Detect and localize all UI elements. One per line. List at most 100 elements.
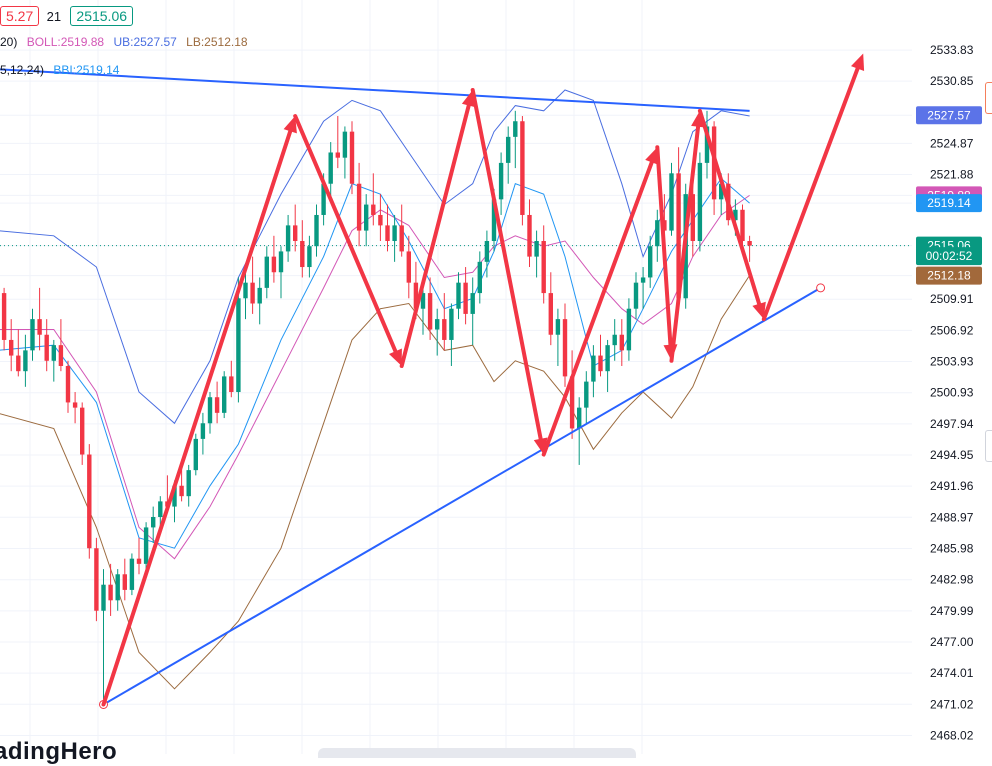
candle-body xyxy=(229,376,234,393)
price-axis-background xyxy=(912,0,992,754)
candle-body xyxy=(200,423,206,439)
candle-body xyxy=(477,261,482,294)
candle-body xyxy=(364,204,369,231)
arrow-shaft[interactable] xyxy=(669,124,701,363)
price-tag xyxy=(916,106,982,125)
candle-body xyxy=(420,293,426,309)
trendline-support[interactable] xyxy=(102,287,822,706)
candle-body xyxy=(605,345,610,372)
price-axis[interactable]: 2533.83 2530.85 2524.87 2521.88 2509.91 2506.… xyxy=(912,0,992,754)
candle-body xyxy=(626,308,632,351)
arrow-shaft[interactable] xyxy=(697,108,762,306)
price-tick-label: 2488.97 xyxy=(930,510,974,524)
candle-body xyxy=(342,131,348,158)
price-tick-label: 2524.87 xyxy=(930,136,974,150)
candle-body xyxy=(94,548,99,611)
side-tab-bottom[interactable] xyxy=(985,430,992,462)
header-row-boll: 20) BOLL:2519.88 UB:2527.57 LB:2512.18 xyxy=(0,34,254,50)
candle-body xyxy=(562,319,568,377)
bbi-params: 5,12,24) xyxy=(0,63,45,77)
candle-body xyxy=(222,376,227,413)
candle-body xyxy=(314,214,319,247)
candle-body xyxy=(278,251,284,273)
candle-body xyxy=(122,574,127,590)
arrow-shaft[interactable] xyxy=(470,87,543,441)
trendlines[interactable] xyxy=(0,68,826,709)
header-row-price: 5.27 21 2515.06 xyxy=(0,6,137,26)
arrow-shaft[interactable] xyxy=(761,66,860,322)
candle-body xyxy=(669,173,674,231)
candle-body xyxy=(548,293,553,335)
candle-body xyxy=(101,584,106,611)
candle-body xyxy=(640,277,646,283)
price-box-red: 5.27 xyxy=(0,6,40,26)
candle-body xyxy=(555,319,561,335)
candle-body xyxy=(520,121,525,215)
price-tick-label: 2491.96 xyxy=(930,479,974,493)
arrow-head[interactable] xyxy=(691,110,705,128)
candle-body xyxy=(484,241,490,262)
candle-body xyxy=(733,209,738,221)
price-tag-label: 2527.57 xyxy=(927,108,971,122)
candle-body xyxy=(207,397,213,424)
annotation-arrows[interactable] xyxy=(101,53,865,707)
bbi-value: BBI:2519.14 xyxy=(53,63,120,77)
candle-body xyxy=(534,241,539,257)
arrow-shaft[interactable] xyxy=(541,160,654,457)
candle-body xyxy=(264,256,269,288)
anchor-marker[interactable] xyxy=(816,283,826,293)
candle-body xyxy=(108,584,113,601)
candle-body xyxy=(356,183,362,231)
price-tick-label: 2485.98 xyxy=(930,541,974,555)
arrow-head[interactable] xyxy=(851,53,865,72)
candle-body xyxy=(257,287,262,304)
price-tag xyxy=(916,194,982,213)
candle-body xyxy=(136,558,142,564)
arrow-head[interactable] xyxy=(752,301,766,320)
line-boll xyxy=(0,194,750,560)
watermark-logo: adingHero xyxy=(0,738,118,765)
price-tick-label: 2500.93 xyxy=(930,386,974,400)
candle-body xyxy=(80,407,85,455)
candle-body xyxy=(740,209,745,242)
candle-body xyxy=(655,220,660,247)
candle-body xyxy=(449,308,454,340)
arrow-shaft[interactable] xyxy=(655,145,673,347)
price-tick-label: 2533.83 xyxy=(930,43,974,57)
arrow-shaft[interactable] xyxy=(101,129,293,707)
bottom-toolbar-tab[interactable] xyxy=(318,748,636,758)
candle-body xyxy=(498,162,504,200)
price-tag-label: 2512.18 xyxy=(927,269,971,283)
arrow-shaft[interactable] xyxy=(399,103,471,368)
price-tick-label: 2509.91 xyxy=(930,292,974,306)
candle-body xyxy=(406,251,411,283)
candle-body xyxy=(719,183,724,200)
candle-body xyxy=(271,256,277,273)
trendline-resistance[interactable] xyxy=(0,68,750,112)
candle-body xyxy=(72,402,78,408)
candle-body xyxy=(747,241,752,246)
candle-body xyxy=(697,162,703,242)
arrow-head[interactable] xyxy=(645,147,659,165)
price-tick-label: 2503.93 xyxy=(930,355,974,369)
candle-body xyxy=(442,319,447,340)
candle-body xyxy=(250,282,255,304)
side-tab-top[interactable] xyxy=(985,82,992,114)
boll-value: BOLL:2519.88 xyxy=(26,35,105,49)
lb-value: LB:2512.18 xyxy=(186,35,248,49)
arrow-head[interactable] xyxy=(389,348,402,367)
candle-body xyxy=(1,293,7,340)
price-tick-label: 2521.88 xyxy=(930,168,974,182)
candle-body xyxy=(214,397,220,413)
arrow-shaft[interactable] xyxy=(293,114,398,354)
candle-body xyxy=(115,574,120,601)
candle-body xyxy=(179,485,184,497)
candle-body xyxy=(378,214,383,226)
price-tick-label: 2494.95 xyxy=(930,448,974,462)
candle-body xyxy=(385,225,390,242)
price-tag xyxy=(916,266,982,285)
arrow-head[interactable] xyxy=(283,116,297,134)
line-lb xyxy=(0,275,751,690)
